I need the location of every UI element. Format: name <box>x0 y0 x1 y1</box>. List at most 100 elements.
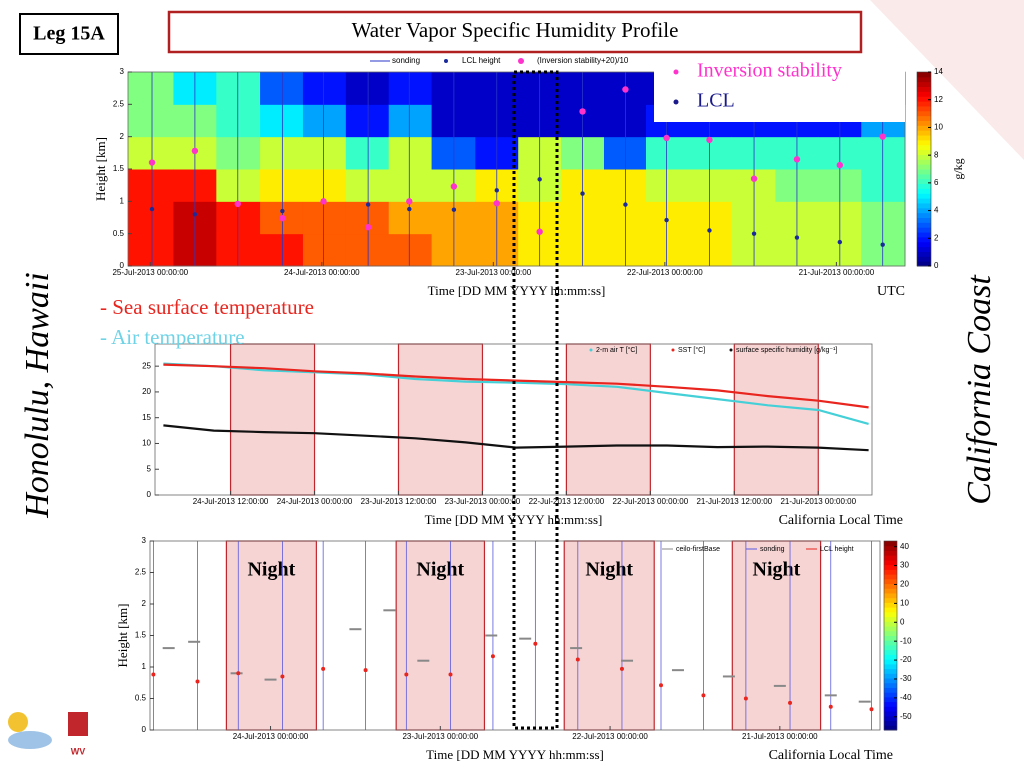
inversion-point <box>750 175 758 182</box>
colorbar-band <box>884 583 897 589</box>
lcl-point <box>619 666 624 671</box>
colorbar-frame <box>916 71 932 267</box>
lcl-point <box>533 641 538 646</box>
colorbar-band <box>884 673 897 679</box>
colorbar-band <box>917 183 931 189</box>
annotation: Inversion stability <box>697 60 842 82</box>
colorbar-band <box>884 644 897 651</box>
x-tick-label: 21-Jul-2013 00:00:00 <box>799 268 875 277</box>
colorbar-band <box>917 72 931 78</box>
colorbar-band <box>884 678 897 684</box>
series-line <box>163 424 869 452</box>
colorbar-label: -50 <box>900 712 912 721</box>
lcl-point <box>195 679 200 684</box>
lcl-point <box>623 202 628 207</box>
colorbar-label: 6 <box>934 178 939 187</box>
lcl-point <box>365 202 371 207</box>
colorbar-band <box>884 574 897 580</box>
colorbar-band <box>917 130 931 136</box>
colorbar-label: 4 <box>934 206 939 215</box>
lcl-point <box>448 672 453 677</box>
legend-swatch <box>518 58 524 64</box>
colorbar-label: 10 <box>934 123 943 132</box>
y-tick-label: 1 <box>120 196 125 205</box>
colorbar-band <box>917 241 931 248</box>
inversion-point <box>536 228 543 235</box>
y-tick-label: 2 <box>142 599 147 608</box>
legend-swatch <box>671 348 675 352</box>
heat-cell <box>388 72 433 105</box>
time-zone: California Local Time <box>769 748 893 763</box>
colorbar-band <box>917 125 931 131</box>
colorbar-band <box>884 541 897 547</box>
inversion-point <box>148 159 156 166</box>
legend-label: (Inversion stability+20)/10 <box>537 56 629 65</box>
lcl-point <box>869 707 874 712</box>
colorbar-label: 2 <box>934 233 939 242</box>
heat-cell <box>128 104 174 138</box>
colorbar-label: -20 <box>900 655 912 664</box>
heat-cell <box>302 72 347 105</box>
inversion-point <box>191 147 199 155</box>
colorbar-band <box>917 149 931 155</box>
colorbar-band <box>884 654 897 660</box>
heat-cell <box>260 169 304 202</box>
colorbar-band <box>917 198 931 204</box>
heat-cell <box>302 233 347 267</box>
y-tick-label: 0 <box>142 725 147 734</box>
heat-cell <box>861 201 906 235</box>
cloud-base-point <box>773 684 786 687</box>
colorbar-band <box>917 139 931 146</box>
legend-label: sonding <box>760 546 785 553</box>
title: Water Vapor Specific Humidity Profile <box>352 18 679 42</box>
heat-cell <box>216 169 261 202</box>
time-zone: California Local Time <box>779 513 903 528</box>
colorbar-band <box>917 164 931 170</box>
colorbar-band <box>917 256 931 262</box>
colorbar-band <box>884 616 897 622</box>
x-tick-label: 24-Jul-2013 12:00:00 <box>193 497 269 506</box>
heat-cell <box>646 201 689 235</box>
colorbar-band <box>884 592 897 599</box>
heat-cell <box>388 201 433 235</box>
colorbar-label: 30 <box>900 561 909 570</box>
colorbar-band <box>884 720 897 726</box>
colorbar-band <box>917 110 931 117</box>
x-tick-label: 23-Jul-2013 00:00:00 <box>402 732 478 741</box>
colorbar-band <box>884 545 897 551</box>
y-tick-label: 0.5 <box>113 229 125 238</box>
x-tick-label: 23-Jul-2013 12:00:00 <box>361 497 437 506</box>
lcl-point <box>707 228 712 233</box>
colorbar-band <box>917 232 931 238</box>
colorbar-label: 10 <box>900 598 909 607</box>
heat-cell <box>216 72 261 105</box>
annotation-bullet <box>673 99 679 105</box>
legend-label: SST [°C] <box>678 346 705 354</box>
colorbar-label: -30 <box>900 674 912 683</box>
colorbar-band <box>917 144 931 151</box>
colorbar-band <box>917 105 931 112</box>
colorbar-label: 20 <box>900 580 909 589</box>
x-tick-label: 24-Jul-2013 00:00:00 <box>277 497 353 506</box>
lcl-point <box>280 674 285 679</box>
colorbar-band <box>917 178 931 185</box>
colorbar-band <box>917 86 931 92</box>
inversion-point <box>622 86 629 93</box>
colorbar-band <box>884 663 897 670</box>
time-zone: UTC <box>877 284 905 299</box>
heat-cell <box>302 104 347 138</box>
night-label: Night <box>247 559 295 581</box>
heat-cell <box>302 201 347 235</box>
cloud-base-point <box>858 700 871 703</box>
lcl-point <box>580 191 585 196</box>
night-label: Night <box>416 559 464 581</box>
y-tick-label: 1.5 <box>135 631 147 640</box>
colorbar-band <box>917 76 931 83</box>
inversion-point <box>234 200 241 208</box>
colorbar-band <box>917 120 931 126</box>
inversion-point <box>579 108 586 115</box>
colorbar-label: -40 <box>900 693 912 702</box>
cloud-base-point <box>349 628 362 631</box>
lcl-point <box>788 700 793 705</box>
